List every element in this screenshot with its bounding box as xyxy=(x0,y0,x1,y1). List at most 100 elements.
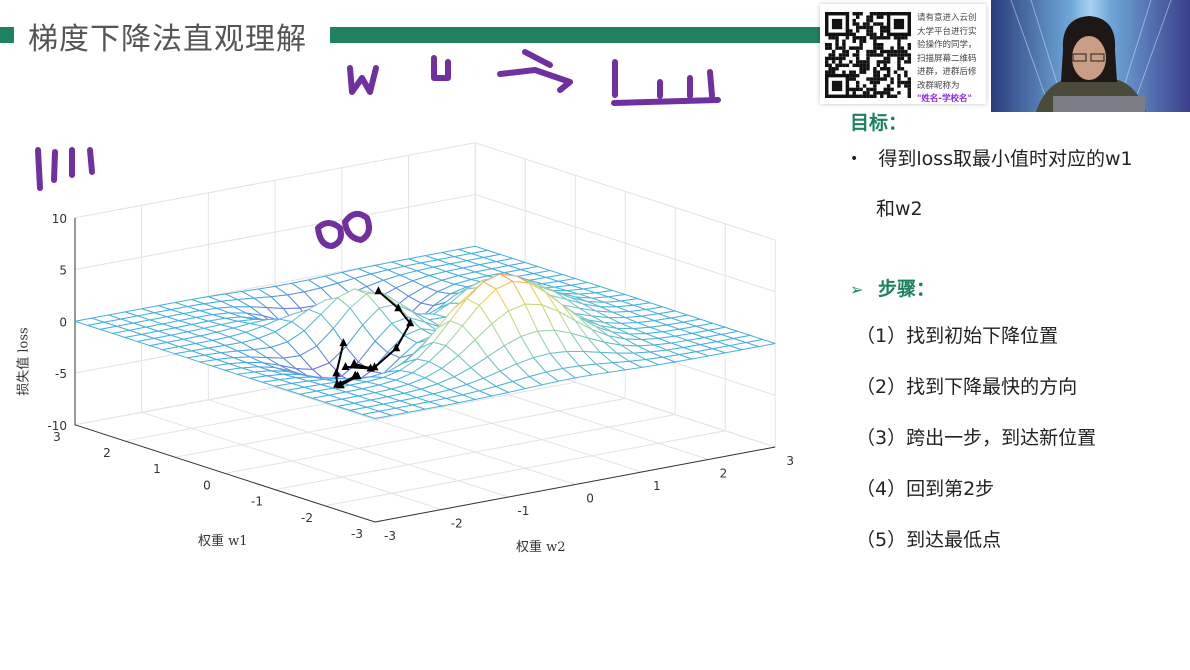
qr-module xyxy=(876,73,881,78)
qr-module xyxy=(855,46,860,50)
qr-module xyxy=(859,70,863,74)
qr-module xyxy=(880,36,884,40)
qr-module xyxy=(866,56,870,61)
w2-tick-label: -1 xyxy=(517,504,529,518)
qr-module xyxy=(873,53,877,57)
step-1: （1）找到初始下降位置 xyxy=(856,325,1059,347)
qr-module xyxy=(904,53,908,57)
qr-module xyxy=(893,49,898,54)
qr-module xyxy=(862,39,867,43)
steps-heading-row: ➢ 步骤： xyxy=(850,274,935,301)
qr-module xyxy=(904,80,908,85)
qr-module xyxy=(890,46,894,50)
qr-module xyxy=(849,32,853,37)
qr-module xyxy=(883,63,887,68)
qr-module xyxy=(900,46,905,50)
grid-line xyxy=(74,142,776,241)
qr-module xyxy=(897,63,901,68)
qr-module xyxy=(845,63,850,68)
qr-module xyxy=(828,53,832,57)
qr-name-format: "姓名-学校名" xyxy=(917,94,972,104)
qr-module xyxy=(883,36,887,40)
qr-module xyxy=(900,36,905,40)
qr-module xyxy=(873,84,877,88)
ink-oo xyxy=(315,210,372,249)
qr-module xyxy=(873,49,877,54)
qr-module xyxy=(904,73,908,78)
descent-step-marker xyxy=(366,363,375,372)
w1-tick-label: -2 xyxy=(301,511,313,525)
qr-module xyxy=(876,42,881,47)
qr-module xyxy=(852,39,856,43)
qr-module xyxy=(883,73,887,78)
descent-step-marker xyxy=(374,286,383,295)
qr-module xyxy=(866,25,870,30)
qr-module xyxy=(904,36,908,40)
qr-module xyxy=(825,60,829,64)
descent-step-marker xyxy=(332,368,341,377)
qr-module xyxy=(907,94,911,98)
qr-module xyxy=(855,12,860,16)
qr-module xyxy=(900,67,905,71)
qr-module xyxy=(900,56,905,61)
qr-module xyxy=(855,84,860,88)
descent-step-marker xyxy=(406,318,415,327)
qr-module xyxy=(835,39,839,43)
qr-module xyxy=(900,49,905,54)
qr-instructions: 请有意进入云创大学平台进行实验操作的同学，扫描屏幕二维码进群，进群后修改群昵称为… xyxy=(917,12,983,107)
qr-module xyxy=(828,56,832,61)
qr-module xyxy=(873,36,877,40)
w1-tick-label: 2 xyxy=(103,446,111,460)
qr-module xyxy=(873,67,877,71)
qr-module xyxy=(866,22,870,26)
qr-module xyxy=(873,12,877,16)
qr-module xyxy=(866,32,870,37)
qr-module xyxy=(907,84,911,88)
qr-module xyxy=(852,22,856,26)
qr-module xyxy=(835,42,839,47)
qr-module xyxy=(893,70,898,74)
qr-module xyxy=(886,91,891,95)
qr-module xyxy=(866,63,870,68)
qr-module xyxy=(855,94,860,98)
qr-module xyxy=(862,91,867,95)
qr-module xyxy=(849,73,853,78)
qr-module xyxy=(831,53,836,57)
qr-module xyxy=(859,25,863,30)
qr-module xyxy=(842,42,846,47)
descent-step-marker xyxy=(394,303,403,312)
qr-module xyxy=(852,46,856,50)
qr-module xyxy=(880,94,884,98)
qr-module xyxy=(897,42,901,47)
qr-module xyxy=(842,63,846,68)
qr-module xyxy=(862,36,867,40)
qr-module xyxy=(869,32,874,37)
qr-module xyxy=(835,36,839,40)
qr-module xyxy=(880,22,884,26)
qr-module xyxy=(835,67,839,71)
qr-module xyxy=(849,60,853,64)
qr-module xyxy=(862,70,867,74)
qr-module xyxy=(873,87,877,92)
w2-tick-label: -3 xyxy=(384,529,396,543)
qr-module xyxy=(873,70,877,74)
qr-module xyxy=(855,25,860,30)
qr-module xyxy=(831,60,836,64)
qr-module xyxy=(862,60,867,64)
descent-step-marker xyxy=(339,338,348,347)
qr-code[interactable] xyxy=(825,12,911,98)
qr-module xyxy=(897,53,901,57)
qr-module xyxy=(890,49,894,54)
qr-module xyxy=(880,15,884,19)
qr-module xyxy=(849,70,853,74)
qr-module xyxy=(831,67,836,71)
qr-module xyxy=(886,53,891,57)
qr-module xyxy=(904,84,908,88)
w2-tick-label: 3 xyxy=(786,454,794,468)
descent-path xyxy=(332,286,415,389)
qr-module xyxy=(876,22,881,26)
qr-module xyxy=(859,63,863,68)
qr-module xyxy=(869,53,874,57)
qr-module xyxy=(907,77,911,81)
qr-module xyxy=(828,67,832,71)
